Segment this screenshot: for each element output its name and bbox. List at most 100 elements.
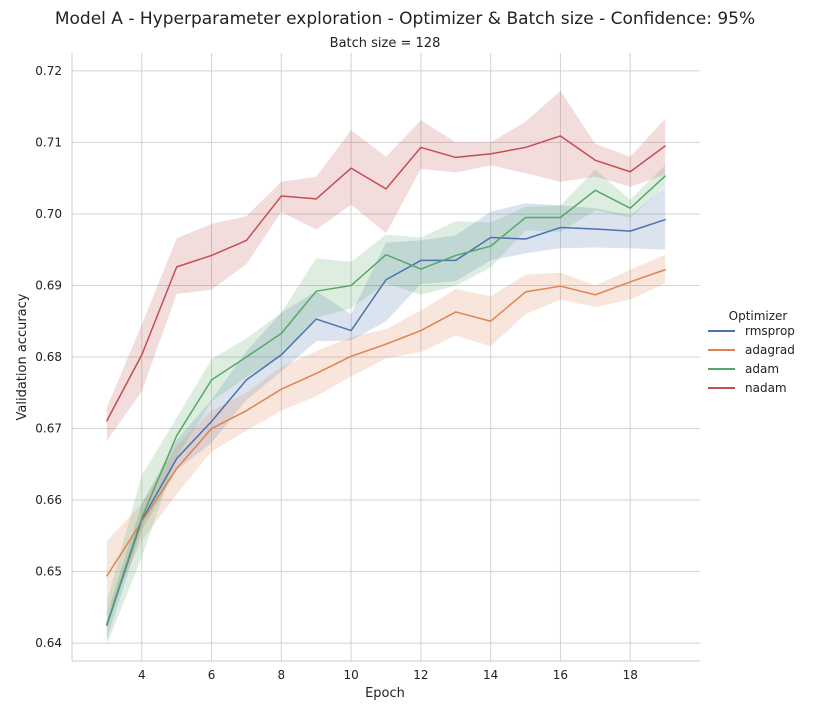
data-point-adam: [385, 254, 387, 256]
y-tick-label: 0.64: [35, 636, 62, 650]
data-point-adam: [420, 268, 422, 270]
data-point-adagrad: [176, 468, 178, 470]
data-point-adagrad: [280, 388, 282, 390]
data-point-rmsprop: [315, 318, 317, 320]
y-tick-label: 0.65: [35, 565, 62, 579]
data-point-adam: [106, 623, 108, 625]
legend-items: rmsprop adagrad adam nadam: [708, 324, 795, 395]
legend-title: Optimizer: [729, 309, 788, 323]
data-point-adam: [594, 189, 596, 191]
data-point-nadam: [315, 198, 317, 200]
data-point-rmsprop: [176, 458, 178, 460]
data-point-rmsprop: [211, 420, 213, 422]
data-point-adam: [246, 356, 248, 358]
data-point-rmsprop: [594, 228, 596, 230]
y-tick-label: 0.69: [35, 278, 62, 292]
data-point-adagrad: [246, 410, 248, 412]
x-tick-label: 6: [208, 668, 216, 682]
data-point-nadam: [350, 167, 352, 169]
x-axis-label: Epoch: [365, 686, 405, 701]
legend-label-adam: adam: [745, 362, 779, 376]
data-point-adam: [490, 245, 492, 247]
data-point-rmsprop: [385, 279, 387, 281]
y-tick-label: 0.66: [35, 493, 62, 507]
series-line-adagrad: [106, 268, 666, 577]
data-point-adam: [455, 255, 457, 257]
legend-label-adagrad: adagrad: [745, 343, 795, 357]
y-tick-label: 0.68: [35, 350, 62, 364]
data-point-nadam: [560, 135, 562, 137]
data-point-adam: [560, 217, 562, 219]
x-tick-label: 10: [343, 668, 358, 682]
chart-title: Model A - Hyperparameter exploration - O…: [55, 9, 755, 29]
data-point-adam: [525, 217, 527, 219]
data-point-rmsprop: [629, 230, 631, 232]
x-tick-label: 18: [623, 668, 638, 682]
data-point-adagrad: [455, 311, 457, 313]
legend-label-rmsprop: rmsprop: [745, 324, 795, 338]
data-point-adagrad: [664, 269, 666, 271]
data-point-rmsprop: [490, 237, 492, 239]
data-point-nadam: [629, 171, 631, 173]
data-point-adagrad: [385, 343, 387, 345]
data-point-rmsprop: [420, 260, 422, 262]
confidence-band-adagrad: [106, 254, 666, 615]
data-point-rmsprop: [455, 260, 457, 262]
data-point-adagrad: [315, 373, 317, 375]
x-tick-label: 4: [138, 668, 146, 682]
data-point-nadam: [246, 240, 248, 242]
y-axis-label: Validation accuracy: [15, 293, 30, 420]
data-point-adam: [280, 332, 282, 334]
data-point-nadam: [525, 147, 527, 149]
data-point-adam: [141, 517, 143, 519]
data-point-adam: [211, 379, 213, 381]
data-point-nadam: [420, 147, 422, 149]
data-point-nadam: [106, 420, 108, 422]
data-point-adagrad: [560, 285, 562, 287]
data-point-nadam: [280, 195, 282, 197]
y-tick-label: 0.67: [35, 422, 62, 436]
x-tick-label: 16: [553, 668, 568, 682]
confidence-band-adam: [106, 165, 666, 645]
data-point-nadam: [455, 157, 457, 159]
data-point-rmsprop: [664, 219, 666, 221]
data-point-nadam: [490, 153, 492, 155]
data-point-adam: [629, 207, 631, 209]
data-point-rmsprop: [350, 330, 352, 332]
legend-label-nadam: nadam: [745, 381, 787, 395]
series-line-adam: [106, 175, 666, 625]
data-point-adam: [315, 290, 317, 292]
data-point-nadam: [141, 354, 143, 356]
series-lines: [106, 135, 666, 626]
data-point-nadam: [176, 266, 178, 268]
data-point-adagrad: [629, 281, 631, 283]
data-point-adagrad: [350, 355, 352, 357]
data-point-adagrad: [594, 294, 596, 296]
y-tick-label: 0.72: [35, 64, 62, 78]
data-point-rmsprop: [525, 238, 527, 240]
confidence-band-nadam: [106, 90, 666, 441]
data-point-adagrad: [525, 291, 527, 293]
axes: [71, 53, 700, 662]
data-point-nadam: [385, 188, 387, 190]
y-tick-label: 0.71: [35, 135, 62, 149]
data-point-rmsprop: [560, 227, 562, 229]
data-point-adam: [176, 435, 178, 437]
chart-subtitle: Batch size = 128: [330, 36, 441, 51]
x-tick-label: 12: [413, 668, 428, 682]
series-line-rmsprop: [106, 218, 666, 626]
legend: Optimizer rmsprop adagrad adam nadam: [708, 309, 795, 395]
tick-labels: 4 6 8 10 12 14 16 18 0.64 0.65 0.66 0.67 0.68 0.69 0.7…: [35, 64, 638, 682]
data-point-adam: [350, 285, 352, 287]
data-point-adagrad: [211, 428, 213, 430]
series-line-nadam: [106, 135, 666, 422]
data-point-nadam: [211, 255, 213, 257]
data-point-adam: [664, 175, 666, 177]
data-point-adagrad: [490, 320, 492, 322]
y-tick-label: 0.70: [35, 207, 62, 221]
x-tick-label: 14: [483, 668, 498, 682]
x-tick-label: 8: [278, 668, 286, 682]
